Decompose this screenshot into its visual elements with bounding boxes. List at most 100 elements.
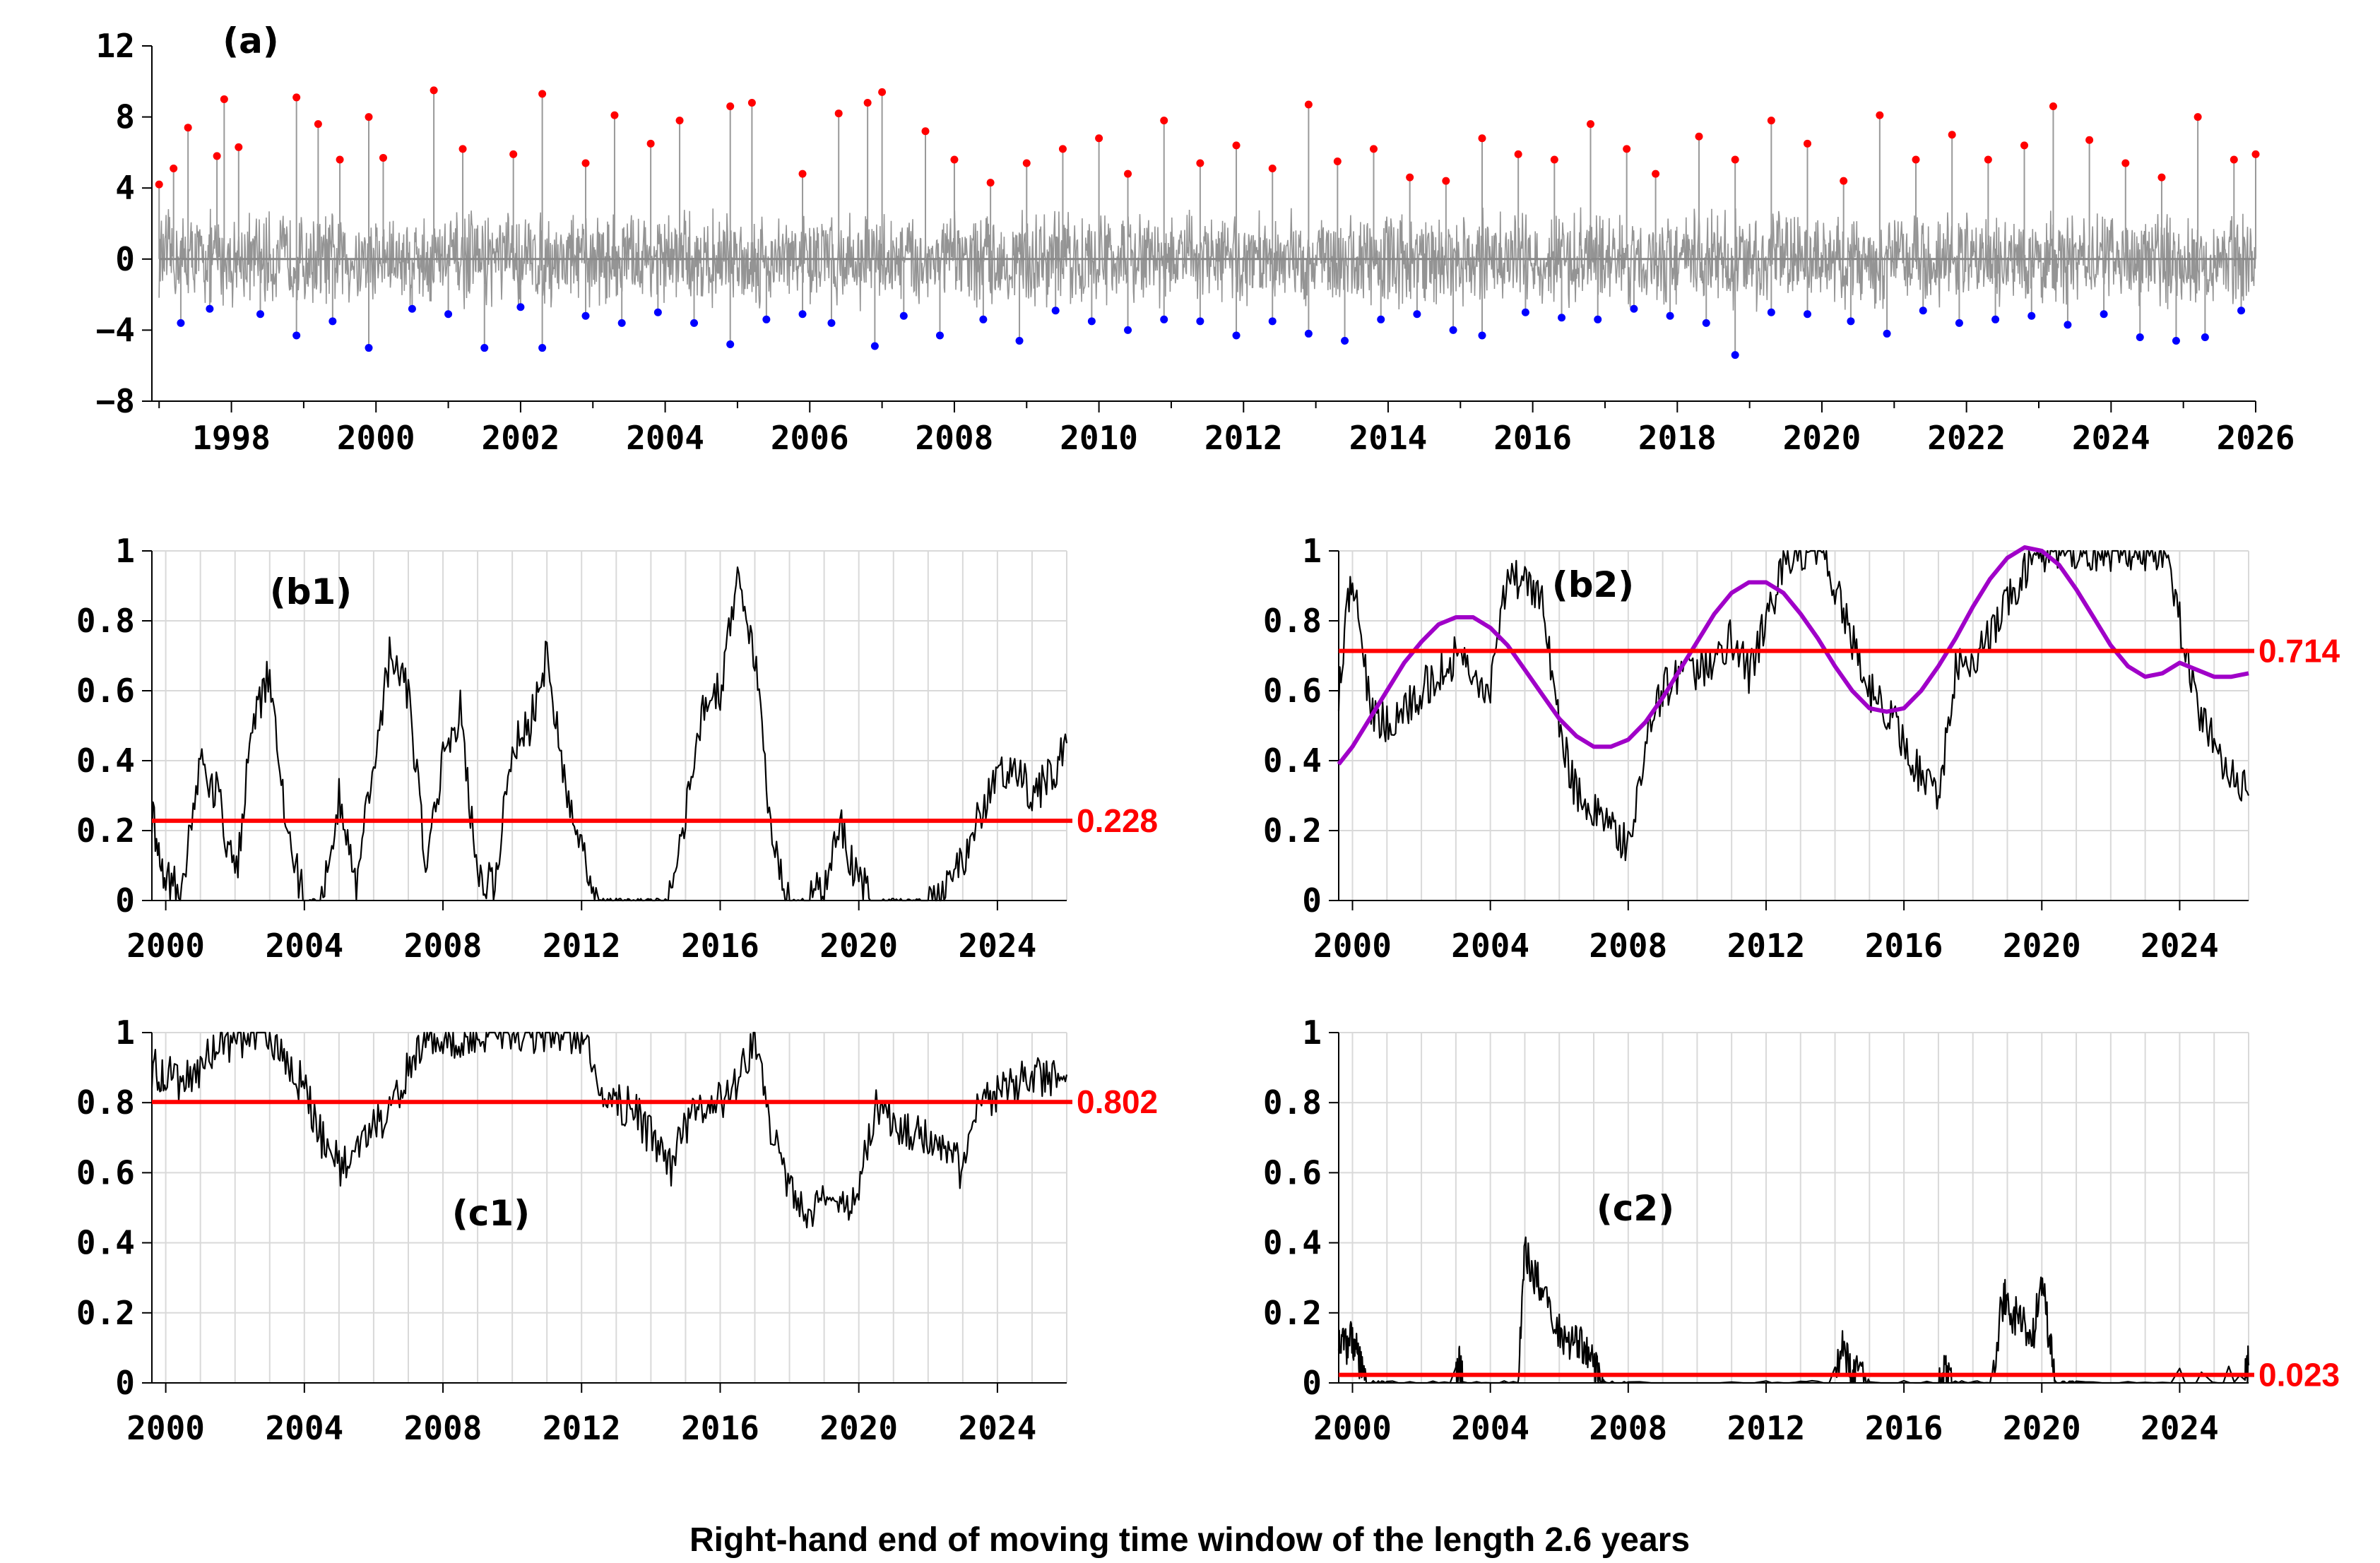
y-tick-label: 0.8 bbox=[76, 1083, 135, 1122]
extreme-dot bbox=[292, 93, 301, 102]
extreme-dot bbox=[1095, 134, 1103, 143]
extreme-dot bbox=[1919, 307, 1927, 315]
y-tick-label: 0.6 bbox=[76, 1153, 135, 1191]
extreme-dot bbox=[365, 113, 373, 121]
panel-c2: 1 0.8 0.6 0.4 0.2 0 2000 2004 2008 2012 2016 2020 20… bbox=[1263, 1014, 2340, 1447]
x-tick-label: 2000 bbox=[126, 1409, 205, 1447]
noise-series-a bbox=[158, 207, 2256, 312]
panel-b2: 1 0.8 0.6 0.4 0.2 0 2000 2004 2008 2012 2016 2020 20… bbox=[1263, 532, 2340, 965]
extreme-dot bbox=[1478, 331, 1486, 340]
y-tick-label: 0.6 bbox=[76, 672, 135, 710]
extreme-dot bbox=[408, 304, 416, 313]
x-tick-label: 2018 bbox=[1638, 419, 1717, 457]
extreme-dot bbox=[1449, 326, 1457, 334]
extreme-dot bbox=[1268, 165, 1277, 173]
x-tick-label: 2008 bbox=[404, 1409, 482, 1447]
extreme-dot bbox=[444, 310, 453, 319]
extreme-dot bbox=[747, 98, 756, 107]
extreme-dot bbox=[834, 109, 843, 118]
panel-b1: 1 0.8 0.6 0.4 0.2 0 2000 2004 2008 2012 2016 2020 20… bbox=[76, 532, 1158, 965]
y-tick-label: 0.2 bbox=[1263, 812, 1322, 850]
extreme-dot bbox=[235, 143, 243, 151]
extreme-dot bbox=[1702, 319, 1710, 327]
extreme-dot bbox=[2172, 336, 2180, 345]
panel-a: 12 8 4 0 −4 −8 1998 2000 2002 2004 2006 2008 2010 201… bbox=[96, 20, 2295, 457]
extreme-dot bbox=[2193, 113, 2202, 121]
y-tick-label: 0.8 bbox=[1263, 1083, 1322, 1122]
x-tick-label: 2022 bbox=[1927, 419, 2006, 457]
extreme-dot bbox=[256, 310, 265, 319]
x-tick-label: 2024 bbox=[959, 927, 1037, 965]
x-tick-label: 2020 bbox=[2003, 927, 2081, 965]
extreme-dot bbox=[827, 319, 836, 327]
extreme-dot bbox=[177, 319, 185, 327]
x-tick-label: 2026 bbox=[2217, 419, 2295, 457]
extreme-dot bbox=[206, 304, 214, 313]
y-tick-label: 0.2 bbox=[1263, 1294, 1322, 1332]
extreme-dot bbox=[1594, 315, 1602, 323]
x-tick-label: 2014 bbox=[1349, 419, 1428, 457]
y-tick-label: 0.2 bbox=[76, 1294, 135, 1332]
x-tick-label: 2008 bbox=[1589, 1409, 1667, 1447]
x-tick-label: 2004 bbox=[1451, 1409, 1529, 1447]
y-tick-label: 12 bbox=[96, 27, 135, 65]
extreme-dot bbox=[1058, 145, 1067, 153]
x-tick-label: 2012 bbox=[1727, 1409, 1806, 1447]
x-tick-label: 2012 bbox=[543, 1409, 621, 1447]
data-series-b2 bbox=[1337, 549, 2250, 862]
y-tick-label: 1 bbox=[115, 532, 135, 570]
extreme-dot bbox=[220, 95, 228, 103]
extreme-dot bbox=[1304, 100, 1313, 109]
extreme-dot bbox=[1377, 315, 1385, 323]
x-tick-label: 2004 bbox=[265, 927, 343, 965]
extreme-dot bbox=[986, 179, 995, 187]
extreme-dot bbox=[1087, 317, 1096, 326]
x-tick-label: 2004 bbox=[626, 419, 704, 457]
extreme-dot bbox=[675, 117, 684, 125]
y-tick-label: 0.4 bbox=[1263, 1224, 1322, 1262]
extreme-dot bbox=[480, 344, 489, 352]
extreme-dot bbox=[1767, 117, 1775, 125]
extreme-dot bbox=[1847, 317, 1855, 326]
y-tick-label: 0 bbox=[115, 1364, 135, 1402]
extreme-dot bbox=[1804, 139, 1812, 148]
x-tick-label: 2000 bbox=[337, 419, 415, 457]
extreme-dot bbox=[2085, 136, 2094, 144]
y-tick-label: 0.6 bbox=[1263, 672, 1322, 710]
x-tick-label: 2008 bbox=[916, 419, 994, 457]
extreme-dot bbox=[1695, 132, 1703, 141]
x-tick-label: 2012 bbox=[1727, 927, 1806, 965]
x-tick-label: 2024 bbox=[2141, 927, 2219, 965]
x-tick-label: 2016 bbox=[1865, 927, 1943, 965]
extreme-dot bbox=[1991, 315, 2000, 323]
extreme-dot bbox=[1022, 159, 1031, 167]
panel-label-c1: (c1) bbox=[452, 1193, 530, 1234]
x-tick-label: 2024 bbox=[2072, 419, 2150, 457]
grid-b1 bbox=[152, 550, 1067, 901]
extreme-dot bbox=[617, 319, 626, 327]
extreme-dot bbox=[328, 317, 337, 326]
extreme-dot bbox=[690, 319, 699, 327]
extreme-dot bbox=[1015, 336, 1024, 345]
y-tick-label: 0 bbox=[1302, 881, 1322, 920]
y-tick-label: 0.8 bbox=[76, 602, 135, 640]
extreme-dot bbox=[170, 165, 178, 173]
extreme-dot bbox=[726, 340, 735, 349]
reference-value-label-c2: 0.023 bbox=[2258, 1357, 2340, 1393]
x-tick-label: 2016 bbox=[1865, 1409, 1943, 1447]
panel-label-b2: (b2) bbox=[1552, 564, 1634, 605]
extreme-dot bbox=[2121, 159, 2130, 167]
panel-label-c2: (c2) bbox=[1597, 1188, 1674, 1229]
extreme-dot bbox=[314, 120, 322, 129]
extreme-dot bbox=[653, 308, 662, 316]
extreme-dot bbox=[509, 150, 518, 158]
extreme-dot bbox=[538, 90, 547, 98]
x-tick-label: 1998 bbox=[192, 419, 271, 457]
x-tick-label: 2012 bbox=[543, 927, 621, 965]
extreme-dot bbox=[1514, 150, 1522, 158]
extreme-dot bbox=[1984, 155, 1992, 164]
extreme-dot bbox=[581, 159, 590, 167]
extreme-dot bbox=[1442, 177, 1450, 185]
y-tick-label: 0.4 bbox=[1263, 742, 1322, 780]
